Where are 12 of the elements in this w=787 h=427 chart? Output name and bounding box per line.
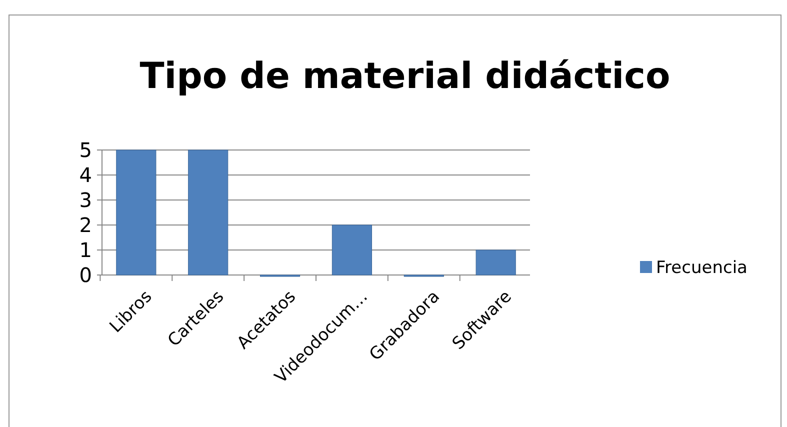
legend-label: Frecuencia [656,258,748,278]
bar [476,250,516,276]
bar [188,150,228,276]
y-tick-label: 1 [79,238,92,262]
y-tick-label: 0 [79,263,92,287]
bar [332,224,372,276]
y-tick-label: 5 [79,138,92,162]
y-tick-label: 3 [79,188,92,212]
y-tick-label: 2 [79,213,92,237]
y-tick-label: 4 [79,163,92,187]
chart-title: Tipo de material didáctico [140,56,670,97]
bar [116,150,156,276]
